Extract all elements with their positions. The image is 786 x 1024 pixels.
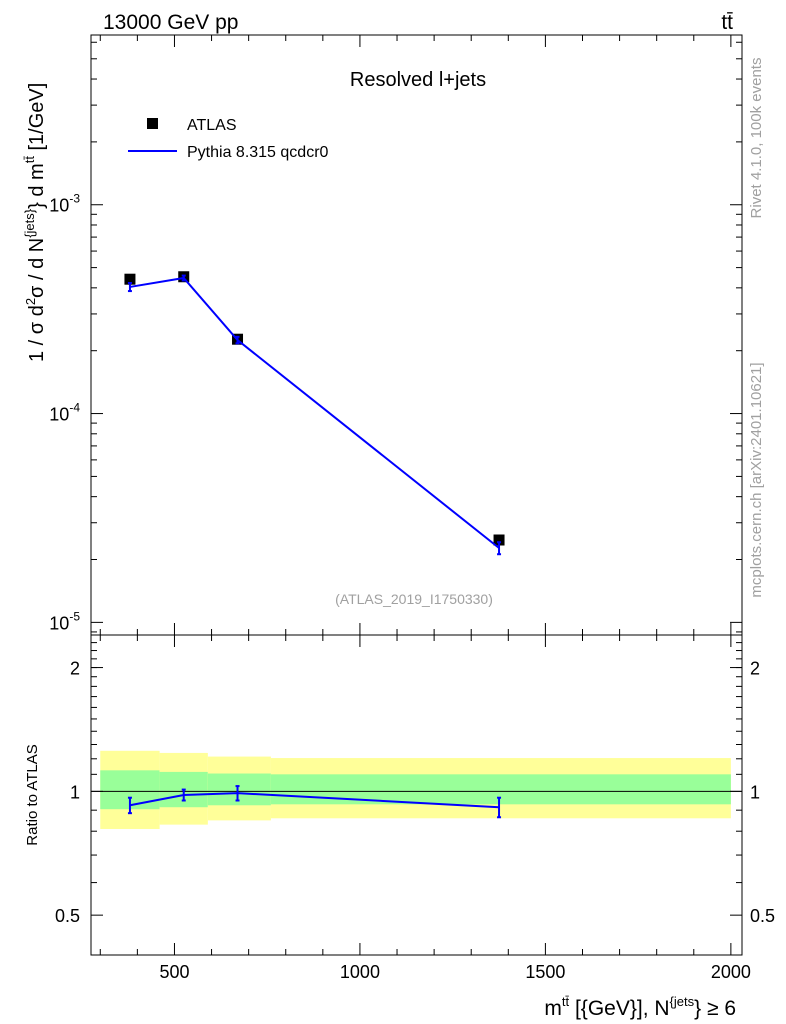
ratio-pythia-line — [129, 792, 500, 809]
pythia-line — [129, 276, 500, 549]
process-label: tt̄ — [721, 11, 733, 34]
ratio-y-tick-label-right: 2 — [750, 659, 760, 679]
main-title: Resolved l+jets — [350, 69, 486, 91]
ratio-y-tick-label: 2 — [70, 659, 80, 679]
legend-pythia-label: Pythia 8.315 qcdcr0 — [187, 144, 329, 161]
main-y-tick-label: 10-5 — [49, 609, 80, 633]
main-y-axis-label: 1 / σ d2σ / d N{jets}} d mtt̄ [1/GeV] — [22, 83, 48, 362]
x-tick-label: 1500 — [525, 962, 565, 982]
ratio-y-tick-label: 1 — [70, 782, 80, 802]
x-tick-label: 2000 — [711, 962, 751, 982]
ratio-inner-band-segment — [270, 774, 731, 805]
x-tick-label: 1000 — [340, 962, 380, 982]
atlas-data-point — [124, 273, 136, 285]
x-tick-label: 500 — [159, 962, 189, 982]
energy-label: 13000 GeV pp — [103, 11, 238, 34]
mcplots-label: mcplots.cern.ch [arXiv:2401.10621] — [748, 362, 765, 597]
atlas-data-point — [493, 534, 505, 546]
ratio-y-axis-label: Ratio to ATLAS — [24, 744, 41, 845]
legend-atlas-marker — [147, 118, 158, 129]
main-y-tick-label: 10-4 — [49, 401, 80, 425]
ratio-y-tick-label: 0.5 — [55, 906, 80, 926]
main-panel-series — [124, 271, 505, 556]
ratio-y-tick-label-right: 0.5 — [750, 906, 775, 926]
ratio-panel-frame — [90, 634, 743, 956]
ratio-y-tick-label-right: 1 — [750, 782, 760, 802]
axes-and-ticks: 500 1000 1500 2000 10-5 10-4 10-3 0.5 0.5 1 1 2 2 — [49, 34, 775, 982]
main-y-tick-label: 10-3 — [49, 192, 80, 216]
x-axis-label: mtt̄ [{GeV}], N{jets} ≥ 6 — [544, 994, 736, 1020]
ratio-uncertainty-bands — [91, 750, 742, 829]
ratio-panel-series — [127, 785, 502, 819]
rivet-version-label: Rivet 4.1.0, 100k events — [748, 58, 765, 219]
analysis-label: (ATLAS_2019_I1750330) — [335, 591, 493, 607]
legend-atlas-label: ATLAS — [187, 117, 237, 134]
